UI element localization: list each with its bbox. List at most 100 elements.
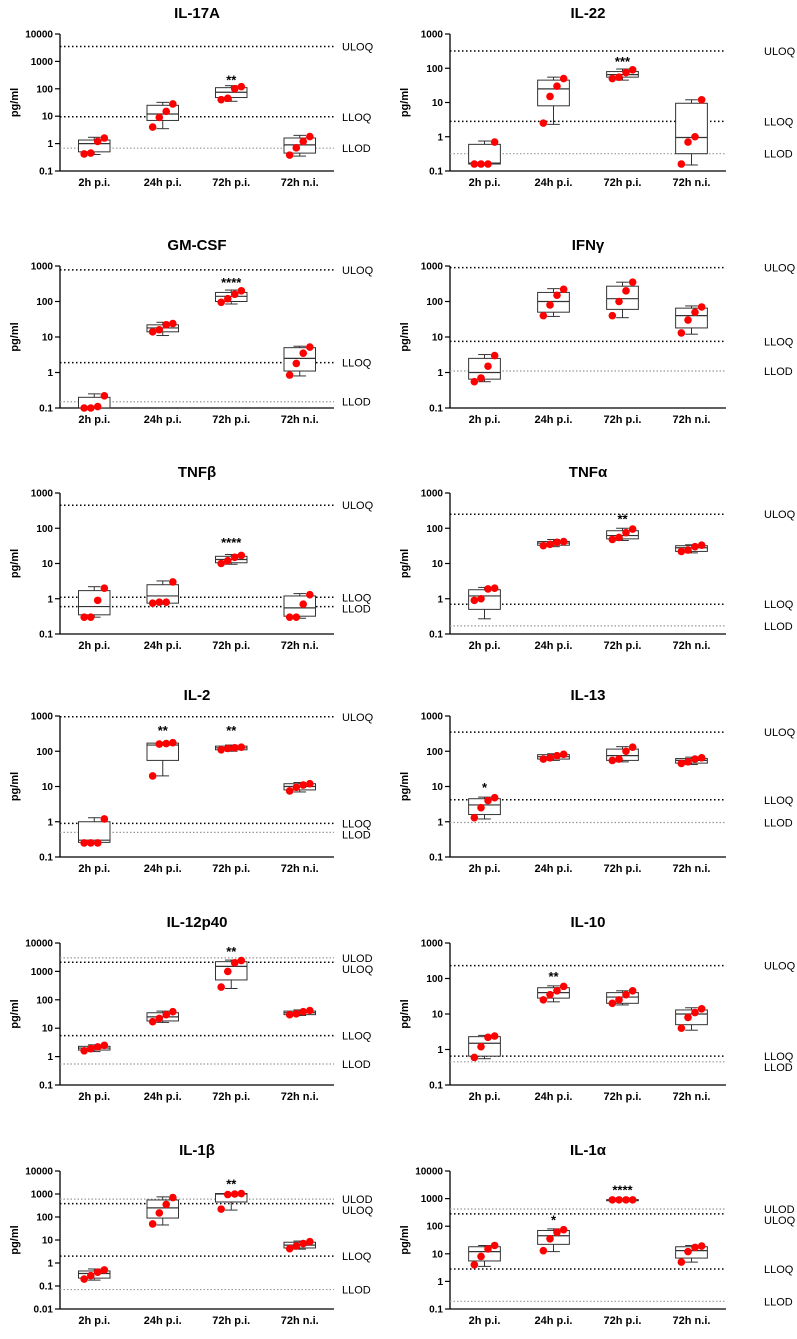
box-24h-p-i — [146, 578, 180, 607]
x-tick-label: 2h p.i. — [469, 863, 501, 875]
y-tick-label: 0.01 — [34, 1305, 54, 1316]
data-point — [148, 1017, 157, 1026]
significance-marker: ** — [226, 944, 237, 959]
y-axis-label: pg/ml — [9, 549, 21, 578]
box-2h-p-i — [77, 1041, 111, 1055]
x-tick-label: 2h p.i. — [78, 863, 110, 875]
data-point — [292, 783, 301, 792]
y-axis-label: pg/ml — [9, 88, 21, 117]
significance-marker: *** — [615, 54, 631, 69]
y-tick-label: 1 — [437, 817, 443, 828]
y-tick-label: 1 — [47, 1052, 53, 1063]
data-point — [684, 1013, 692, 1022]
x-tick-label: 72h n.i. — [673, 863, 711, 875]
data-point — [148, 599, 157, 607]
data-point — [622, 528, 630, 537]
data-point — [230, 553, 239, 562]
box-iqr — [606, 285, 639, 310]
data-point — [169, 319, 177, 328]
box-2h-p-i — [468, 793, 501, 822]
box-24h-p-i — [537, 750, 570, 763]
y-tick-label: 1 — [437, 368, 443, 379]
x-tick-label: 72h n.i. — [281, 414, 319, 426]
panel-il-1beta: IL-1β pg/ml 0.01 0.1 1 10 100 1000 10000 ULODULOQ… — [9, 1142, 374, 1327]
data-point — [292, 1242, 301, 1250]
box-24h-p-i — [146, 738, 180, 780]
data-point — [162, 739, 171, 748]
box-72h-p-i — [606, 525, 639, 544]
panel-il-17a: IL-17A pg/ml 0.1 1 10 100 1000 10000 ULOQ LLOQ LLO… — [9, 5, 374, 189]
data-point — [553, 751, 561, 760]
x-tick-label: 24h p.i. — [535, 1091, 573, 1103]
y-axis-label: pg/ml — [9, 1225, 21, 1254]
box-24h-p-i — [537, 537, 570, 550]
data-point — [80, 1275, 88, 1283]
ref-label-llod: LLOD — [342, 829, 371, 841]
y-tick-label: 100 — [36, 1213, 53, 1224]
data-point — [86, 839, 95, 847]
box-2h-p-i — [77, 1266, 111, 1283]
data-point — [230, 1190, 239, 1198]
y-tick-label: 10 — [432, 782, 444, 793]
ref-label-llod: LLOD — [342, 397, 371, 409]
data-point — [230, 959, 239, 967]
x-tick-label: 2h p.i. — [469, 177, 501, 189]
x-tick-label: 24h p.i. — [144, 1091, 182, 1103]
data-point — [470, 813, 479, 822]
data-point — [484, 1033, 492, 1042]
data-point — [546, 1234, 554, 1243]
box-24h-p-i — [146, 1193, 180, 1228]
box-iqr — [146, 1199, 180, 1219]
y-tick-label: 0.1 — [429, 1081, 443, 1092]
x-tick-label: 24h p.i. — [535, 640, 573, 652]
box-72h-p-i — [214, 82, 248, 104]
x-tick-label: 24h p.i. — [144, 640, 182, 652]
data-point — [546, 990, 554, 999]
data-point — [93, 596, 102, 605]
ref-label-lloq: LLOQ — [764, 599, 794, 611]
significance-marker: **** — [221, 535, 242, 550]
x-tick-label: 72h n.i. — [281, 1315, 319, 1327]
ref-label-llod: LLOD — [764, 149, 793, 161]
data-point — [539, 1246, 548, 1255]
box-72h-p-i — [214, 956, 248, 991]
x-tick-label: 24h p.i. — [144, 863, 182, 875]
ref-label-lloq: LLOQ — [342, 358, 372, 370]
box-24h-p-i — [537, 982, 570, 1004]
data-point — [86, 149, 95, 157]
box-2h-p-i — [77, 815, 111, 847]
box-72h-p-i — [606, 987, 639, 1008]
data-point — [622, 990, 630, 999]
box-2h-p-i — [468, 138, 501, 168]
y-tick-label: 1000 — [31, 262, 54, 273]
x-tick-label: 72h p.i. — [604, 1315, 642, 1327]
data-point — [100, 392, 109, 400]
data-point — [490, 793, 499, 802]
x-tick-label: 72h p.i. — [212, 1315, 250, 1327]
y-tick-label: 1000 — [421, 939, 444, 950]
y-tick-label: 10 — [42, 782, 54, 793]
x-tick-label: 2h p.i. — [78, 414, 110, 426]
data-point — [553, 987, 561, 995]
data-point — [155, 113, 164, 122]
chart-title: IL-13 — [570, 687, 605, 704]
box-72h-n-i — [283, 590, 317, 621]
data-point — [285, 613, 294, 621]
y-tick-label: 1 — [47, 594, 53, 605]
data-point — [622, 1196, 630, 1204]
data-point — [546, 92, 554, 101]
chart-title: IL-17A — [174, 5, 220, 22]
data-point — [148, 1220, 157, 1228]
box-2h-p-i — [468, 1241, 501, 1269]
data-point — [697, 303, 706, 311]
data-point — [484, 1245, 492, 1253]
data-point — [223, 967, 232, 976]
ref-label-lloq: LLOQ — [342, 592, 372, 604]
ref-label-lloq: LLOQ — [342, 1251, 372, 1263]
data-point — [292, 613, 301, 621]
data-point — [100, 815, 109, 823]
x-tick-label: 72h p.i. — [212, 177, 250, 189]
y-tick-label: 1000 — [31, 489, 54, 500]
y-tick-label: 0.1 — [429, 404, 443, 415]
